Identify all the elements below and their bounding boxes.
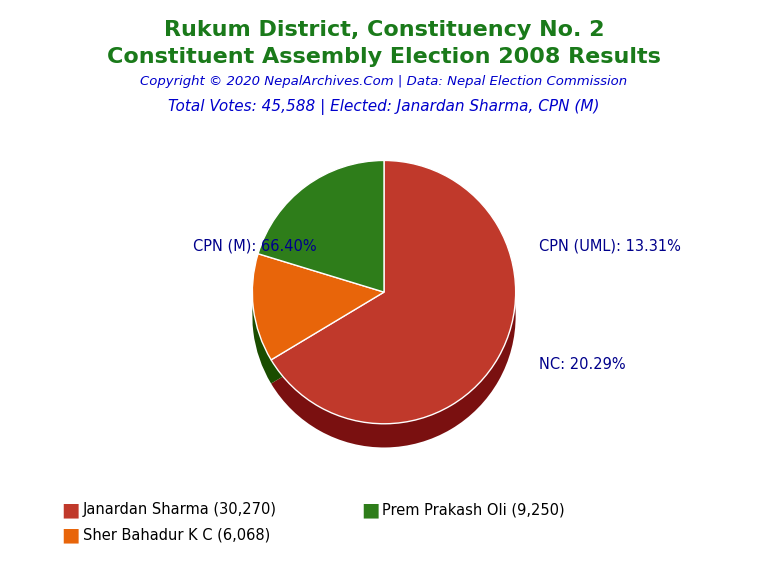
Text: CPN (M): 66.40%: CPN (M): 66.40% [193, 238, 316, 253]
Text: Janardan Sharma (30,270): Janardan Sharma (30,270) [83, 502, 277, 517]
Text: ■: ■ [61, 501, 80, 519]
Text: Prem Prakash Oli (9,250): Prem Prakash Oli (9,250) [382, 502, 565, 517]
Wedge shape [253, 253, 384, 360]
Text: Copyright © 2020 NepalArchives.Com | Data: Nepal Election Commission: Copyright © 2020 NepalArchives.Com | Dat… [141, 75, 627, 88]
Text: NC: 20.29%: NC: 20.29% [539, 357, 626, 372]
Text: Sher Bahadur K C (6,068): Sher Bahadur K C (6,068) [83, 527, 270, 542]
Text: CPN (UML): 13.31%: CPN (UML): 13.31% [539, 238, 681, 253]
Text: ■: ■ [61, 525, 80, 544]
Text: Rukum District, Constituency No. 2: Rukum District, Constituency No. 2 [164, 20, 604, 40]
Wedge shape [253, 278, 384, 384]
Wedge shape [258, 161, 384, 292]
Text: Constituent Assembly Election 2008 Results: Constituent Assembly Election 2008 Resul… [107, 47, 661, 67]
Wedge shape [258, 184, 384, 316]
Text: Total Votes: 45,588 | Elected: Janardan Sharma, CPN (M): Total Votes: 45,588 | Elected: Janardan … [168, 99, 600, 115]
Wedge shape [271, 161, 515, 424]
Wedge shape [271, 184, 515, 448]
Text: ■: ■ [361, 501, 379, 519]
